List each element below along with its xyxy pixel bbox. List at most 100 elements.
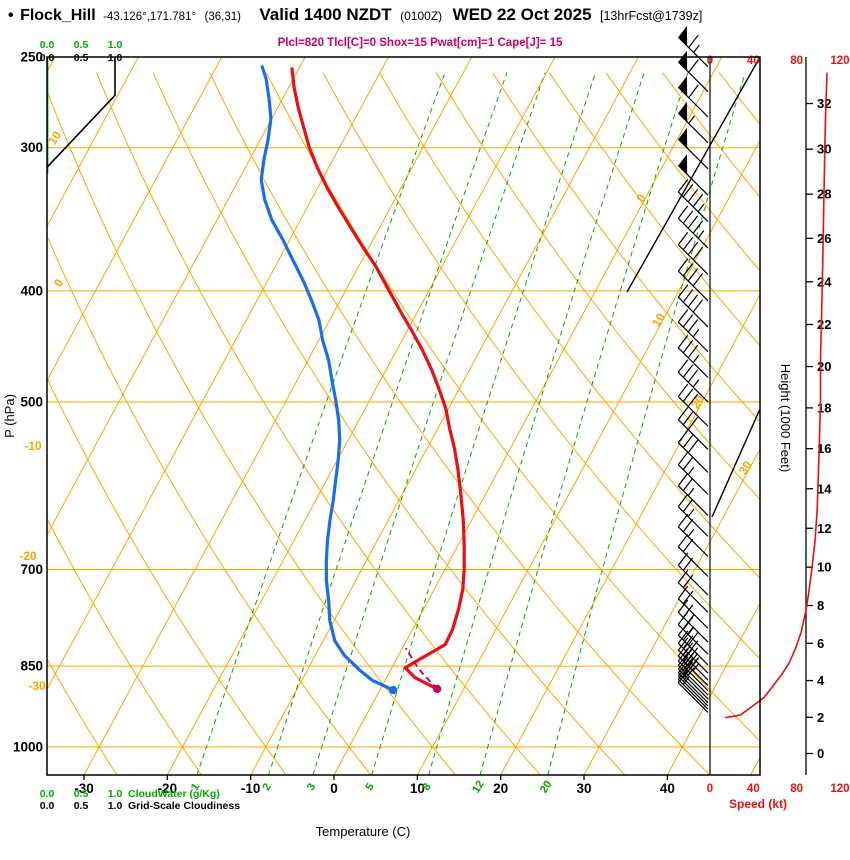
dry-adiabat-line	[47, 377, 287, 775]
dry-adiabat-line	[833, 73, 850, 775]
cloudiness-profile	[46, 57, 116, 168]
sounding-curves	[259, 65, 466, 695]
wind-speed-profile	[725, 72, 828, 719]
pressure-tick-label: 1000	[13, 739, 43, 754]
speed-tick-label: 120	[830, 55, 849, 67]
pressure-tick-label: 500	[20, 394, 43, 409]
isotherm-label: 0	[633, 191, 649, 204]
parcel-path	[404, 647, 438, 690]
mixing-ratio-line	[428, 72, 645, 775]
svg-text:0.5: 0.5	[74, 800, 89, 812]
speed-tick-label: 120	[830, 783, 849, 795]
mixing-ratio-label: 12	[470, 779, 487, 796]
dry-adiabat-line	[322, 72, 760, 660]
speed-tick-label: 80	[790, 55, 803, 67]
isotherm-line	[47, 57, 223, 382]
dry-adiabat-line	[379, 72, 760, 580]
dry-adiabat-line	[47, 89, 456, 775]
station-bullet-icon: •	[8, 7, 14, 24]
isotherm-line	[750, 756, 760, 775]
station-name: Flock_Hill	[20, 7, 96, 24]
dry-adiabat-label: 0	[51, 276, 67, 289]
mixing-ratio-label: 20	[538, 779, 555, 796]
cloudwater-axis-title: CloudWater (g/Kg)	[128, 788, 220, 800]
mixing-ratio-line	[547, 72, 746, 775]
dry-adiabat-label: -20	[19, 549, 37, 563]
isotherm-label: 10	[649, 310, 668, 329]
mixing-ratio-line	[312, 72, 546, 775]
isotherm-line	[83, 57, 473, 775]
svg-text:1.0: 1.0	[108, 39, 123, 51]
isotherm-line	[47, 57, 389, 691]
speed-tick-label: 40	[747, 783, 760, 795]
mixing-ratio-label: 5	[364, 781, 377, 793]
dry-adiabat-line	[265, 72, 760, 742]
plot-border	[46, 56, 761, 776]
height-tick-label: 24	[817, 274, 832, 289]
surface-dewpoint-dot	[388, 685, 398, 695]
mixing-ratio-line	[268, 72, 508, 775]
isotherm-line	[333, 57, 723, 775]
height-tick-label: 12	[817, 521, 831, 536]
height-tick-label: 22	[817, 317, 831, 332]
pressure-axis-title: P (hPa)	[2, 394, 17, 438]
height-tick-label: 0	[817, 746, 824, 761]
height-tick-label: 2	[817, 710, 824, 725]
speed-tick-label: 0	[707, 55, 713, 67]
isotherm-line	[166, 57, 556, 775]
lower-boundary-line	[711, 408, 761, 518]
svg-text:0.0: 0.0	[40, 39, 55, 51]
isotherm-line	[500, 293, 760, 775]
svg-text:1.0: 1.0	[108, 788, 123, 800]
frame	[626, 56, 807, 775]
pressure-tick-label: 400	[20, 283, 43, 298]
height-tick-label: 14	[817, 481, 832, 496]
grid-reference: (36,31)	[204, 11, 241, 23]
svg-text:0.5: 0.5	[74, 52, 89, 64]
pressure-tick-label: 850	[20, 659, 43, 674]
background-grid	[47, 57, 850, 775]
temperature-tick-label: -30	[74, 781, 94, 796]
isotherm-line	[47, 57, 306, 536]
height-tick-label: 6	[817, 636, 824, 651]
pressure-tick-label: 250	[20, 50, 43, 65]
mixing-ratio-line	[196, 72, 446, 775]
temperature-axis-title: Temperature (C)	[316, 824, 411, 839]
isotherm-label: 20	[688, 392, 707, 411]
isotherm-line	[250, 57, 639, 775]
surface-temperature-dot	[432, 684, 442, 694]
dry-adiabat-line	[209, 72, 711, 775]
dewpoint-curve	[259, 65, 395, 692]
svg-text:1.0: 1.0	[108, 800, 123, 812]
svg-text:0.0: 0.0	[40, 788, 55, 800]
station-coords: -43.126°,171.781°	[103, 11, 197, 23]
cloud-scales: 0.00.00.50.51.01.0 CloudWater (g/Kg)0.00.…	[40, 39, 240, 812]
pressure-tick-label: 300	[20, 140, 43, 155]
svg-text:0.0: 0.0	[40, 800, 55, 812]
height-tick-label: 20	[817, 359, 831, 374]
height-tick-label: 10	[817, 560, 831, 575]
isotherm-label: 30	[736, 458, 755, 477]
valid-time: Valid 1400 NZDT	[259, 5, 392, 24]
speed-tick-label: 80	[790, 783, 803, 795]
stability-indices-line: Plcl=820 Tlcl[C]=0 Shox=15 Pwat[cm]=1 Ca…	[277, 37, 563, 49]
header: • Flock_Hill -43.126°,171.781° (36,31) V…	[8, 5, 702, 25]
dry-adiabat-line	[96, 72, 541, 775]
utc-time: (0100Z)	[400, 9, 443, 23]
dry-adiabat-line	[47, 234, 372, 775]
mixing-ratio-label: 1	[189, 781, 202, 793]
mixing-ratio-line	[371, 72, 596, 775]
height-tick-label: 4	[817, 673, 825, 688]
dry-adiabat-line	[47, 658, 118, 775]
speed-axis-title: Speed (kt)	[729, 797, 787, 811]
wind-barbs	[677, 25, 709, 713]
temperature-tick-label: 40	[660, 781, 675, 796]
mixing-ratio-label: 3	[305, 781, 318, 793]
height-tick-label: 16	[817, 441, 831, 456]
mixing-ratio-line	[479, 72, 689, 775]
dry-adiabat-line	[152, 72, 626, 775]
temperature-tick-label: 10	[410, 781, 425, 796]
